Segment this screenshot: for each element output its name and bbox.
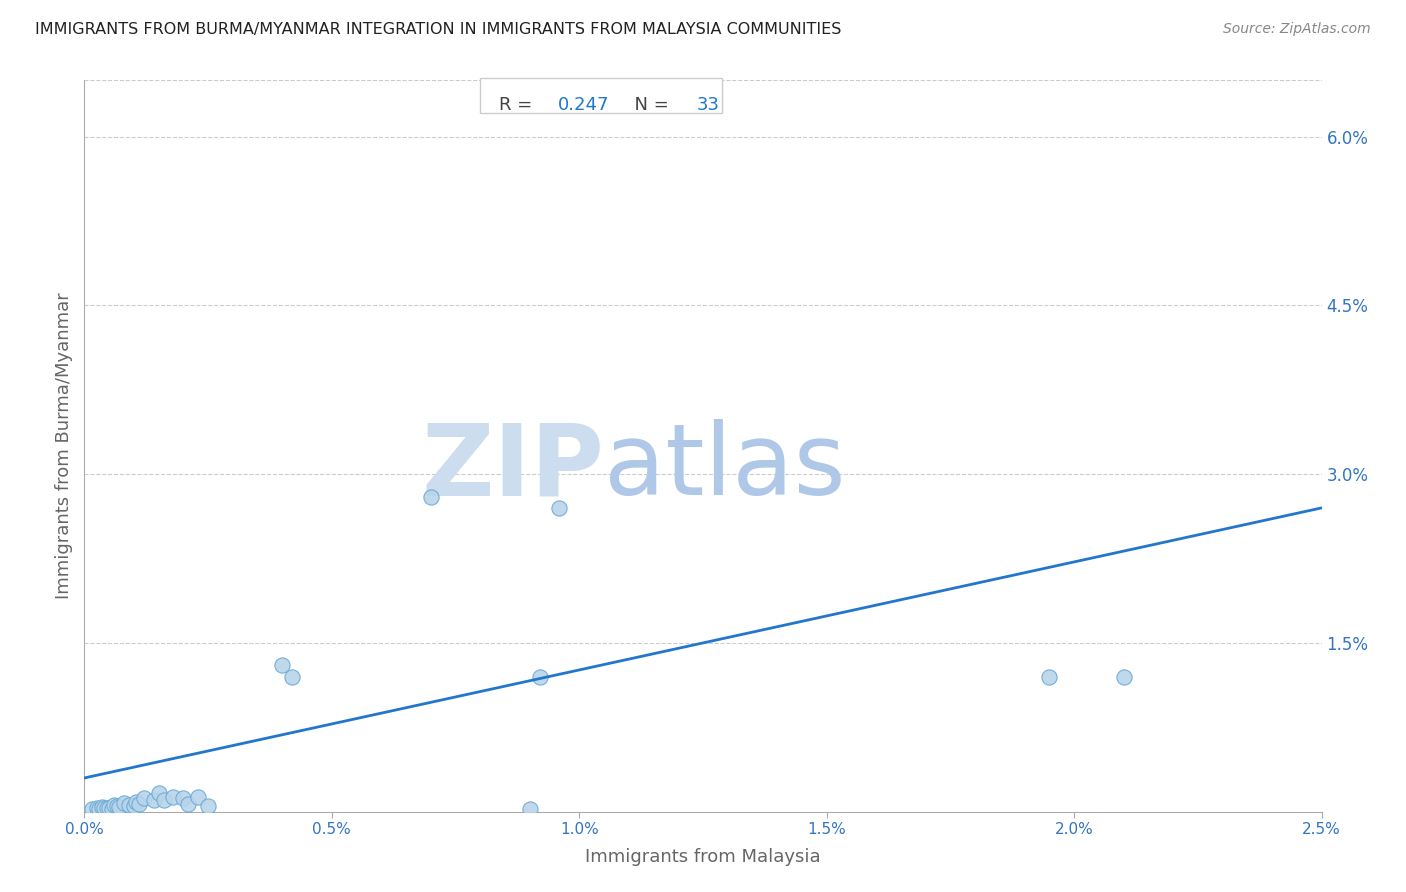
Point xyxy=(89,802,111,816)
Text: 0.247: 0.247 xyxy=(558,95,610,113)
Point xyxy=(271,658,294,673)
Text: atlas: atlas xyxy=(605,419,845,516)
Point xyxy=(103,797,125,812)
Point xyxy=(152,793,174,807)
Point xyxy=(122,799,145,814)
Point xyxy=(105,799,128,814)
Point xyxy=(100,802,122,816)
Point xyxy=(162,790,184,805)
Point xyxy=(112,796,135,810)
Text: 33: 33 xyxy=(697,95,720,113)
Point xyxy=(419,490,441,504)
Point xyxy=(177,797,200,811)
Point xyxy=(90,800,112,814)
Point xyxy=(187,790,209,805)
Point xyxy=(142,793,165,807)
Text: Source: ZipAtlas.com: Source: ZipAtlas.com xyxy=(1223,22,1371,37)
Point xyxy=(1112,670,1135,684)
Y-axis label: Immigrants from Burma/Myanmar: Immigrants from Burma/Myanmar xyxy=(55,293,73,599)
Point xyxy=(548,500,571,515)
Point xyxy=(93,801,115,815)
X-axis label: Immigrants from Malaysia: Immigrants from Malaysia xyxy=(585,848,821,866)
Point xyxy=(132,791,155,805)
Point xyxy=(172,791,194,805)
Point xyxy=(197,799,219,814)
Point xyxy=(1038,670,1060,684)
Text: N =: N = xyxy=(623,95,673,113)
Point xyxy=(148,786,170,800)
Point xyxy=(128,797,150,811)
Text: R =: R = xyxy=(499,95,538,113)
Text: ZIP: ZIP xyxy=(422,419,605,516)
Point xyxy=(281,670,304,684)
Point xyxy=(86,801,108,815)
Point xyxy=(118,797,141,812)
Point xyxy=(125,795,148,809)
FancyBboxPatch shape xyxy=(481,78,721,113)
Point xyxy=(108,800,131,814)
Point xyxy=(519,802,541,816)
Text: IMMIGRANTS FROM BURMA/MYANMAR INTEGRATION IN IMMIGRANTS FROM MALAYSIA COMMUNITIE: IMMIGRANTS FROM BURMA/MYANMAR INTEGRATIO… xyxy=(35,22,842,37)
Point xyxy=(98,801,121,815)
Point xyxy=(80,802,103,816)
Point xyxy=(96,801,118,815)
Point xyxy=(529,670,551,684)
